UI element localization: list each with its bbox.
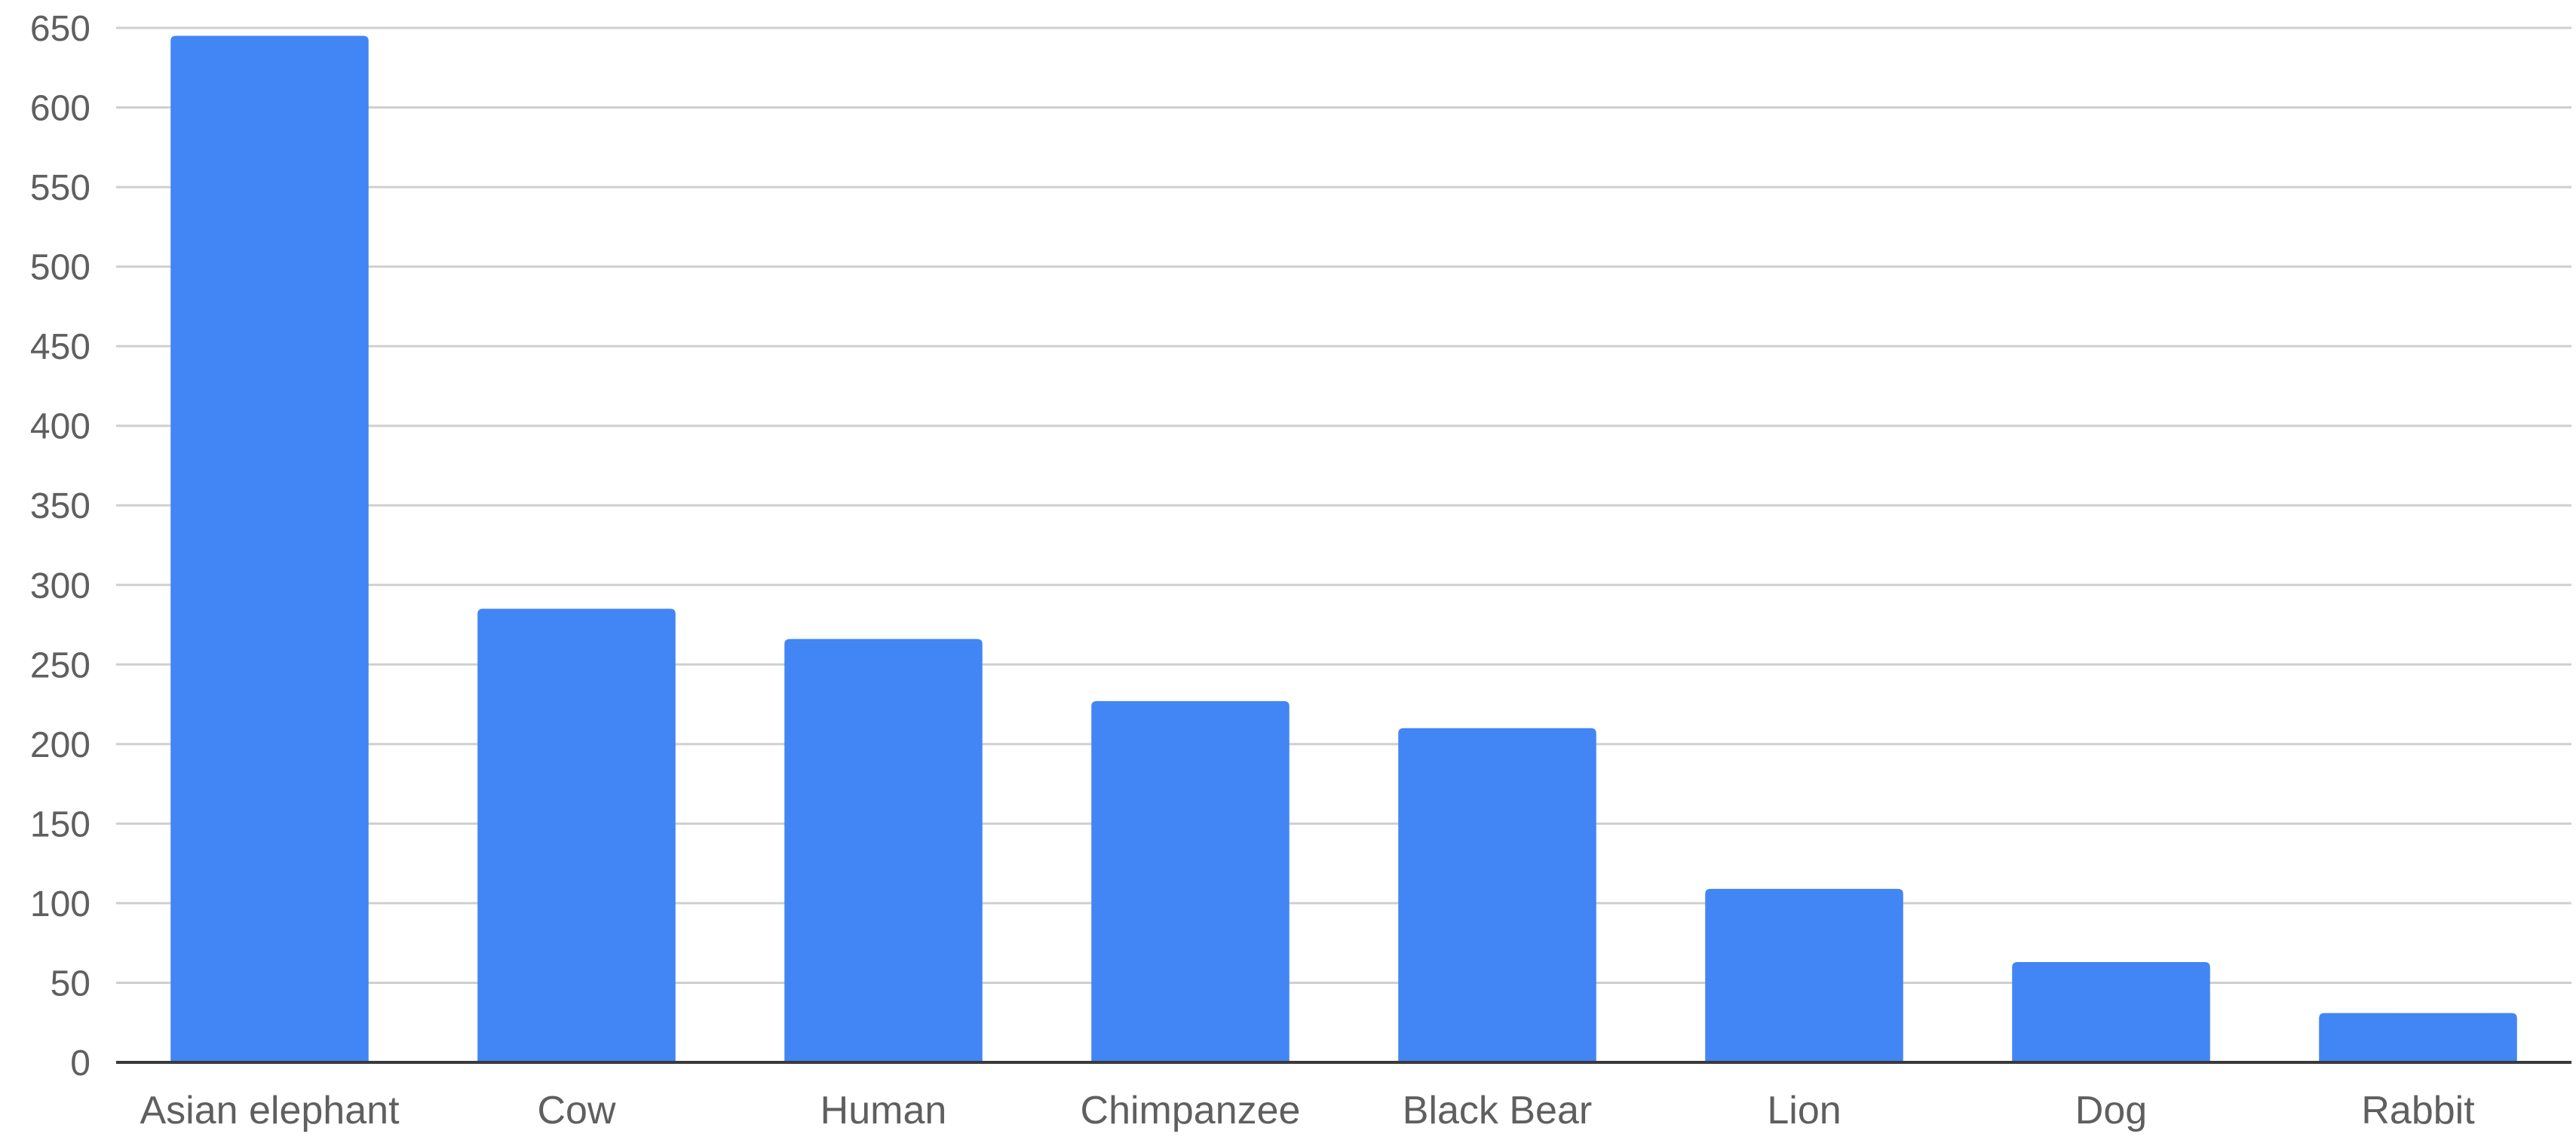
y-tick-label: 350 [30,486,90,526]
bar [2319,1013,2517,1062]
bar [1398,728,1596,1062]
y-tick-label: 200 [30,725,90,765]
x-category-label: Asian elephant [140,1089,400,1132]
y-tick-label: 400 [30,407,90,447]
x-axis-labels: Asian elephant Cow Human Chimpanzee Black Be… [140,1089,2475,1132]
y-tick-label: 450 [30,327,90,367]
bar [170,35,369,1063]
x-category-label: Dog [2075,1089,2147,1132]
x-category-label: Black Bear [1403,1089,1592,1132]
bar [477,608,676,1062]
bars [170,35,2517,1063]
bar [2012,962,2210,1062]
bar [1705,888,1903,1062]
y-tick-label: 50 [51,964,90,1004]
y-tick-label: 600 [30,89,90,129]
x-category-label: Cow [537,1089,615,1132]
y-tick-label: 250 [30,645,90,685]
x-category-label: Lion [1767,1089,1841,1132]
y-tick-label: 100 [30,884,90,924]
y-axis-ticks: 0 50 100 150 200 250 300 350 400 450 500 550 600 650 [30,9,90,1083]
y-tick-label: 0 [70,1044,90,1083]
y-tick-label: 150 [30,804,90,844]
y-tick-label: 300 [30,566,90,606]
y-tick-label: 650 [30,9,90,49]
y-tick-label: 500 [30,248,90,288]
x-category-label: Chimpanzee [1081,1089,1301,1132]
x-category-label: Rabbit [2361,1089,2475,1132]
x-category-label: Human [820,1089,947,1132]
y-tick-label: 550 [30,168,90,208]
bar [784,639,983,1062]
bar [1091,700,1290,1062]
